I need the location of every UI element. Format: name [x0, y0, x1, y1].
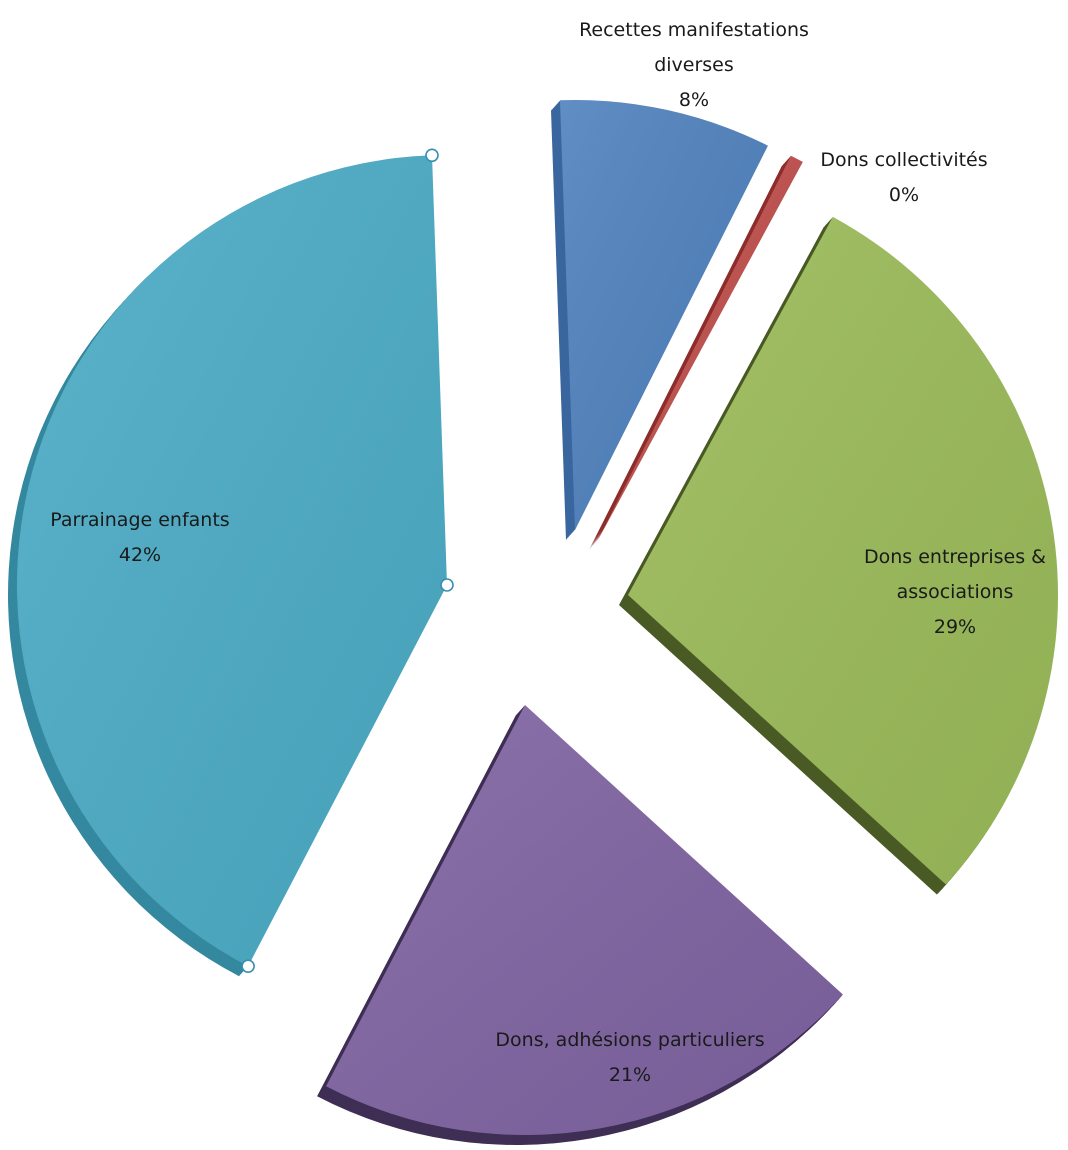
selection-handle-3[interactable] [425, 148, 439, 163]
slice-name-line-dons-adhesions-particuliers: Dons, adhésions particuliers [495, 1029, 764, 1051]
slice-label-parrainage-enfants: Parrainage enfants 42% [50, 509, 229, 566]
slice-percent-dons-adhesions-particuliers: 21% [609, 1064, 651, 1086]
slice-name-line-dons-collectivites: Dons collectivités [820, 149, 987, 171]
slice-label-recettes-manifestations-diverses: Recettes manifestations diverses 8% [579, 19, 809, 111]
slice-name-line-parrainage-enfants: Parrainage enfants [50, 509, 229, 531]
slice-sheen-parrainage-enfants [17, 155, 447, 967]
slice-percent-parrainage-enfants: 42% [119, 544, 161, 566]
slice-label-dons-adhesions-particuliers: Dons, adhésions particuliers 21% [495, 1029, 764, 1086]
selection-handle-2[interactable] [241, 959, 255, 974]
slice-sheen-recettes-manifestations-diverses [559, 99, 768, 531]
slice-name-line-dons-entreprises-associations: Dons entreprises & [864, 546, 1046, 568]
slice-percent-dons-collectivites: 0% [889, 184, 919, 206]
selection-handle-1[interactable] [440, 578, 454, 592]
slice-name-line-recettes-manifestations-diverses: Recettes manifestations [579, 19, 809, 41]
slice-label-dons-collectivites: Dons collectivités 0% [820, 149, 987, 206]
slice-sheen-dons-adhesions-particuliers [326, 705, 843, 1135]
slice-sheen-dons-entreprises-associations [628, 216, 1058, 885]
slice-percent-dons-entreprises-associations: 29% [934, 616, 976, 638]
slice-sheen-dons-collectivites [598, 155, 803, 540]
slice-name-line-recettes-manifestations-diverses: diverses [654, 54, 734, 76]
slice-name-line-dons-entreprises-associations: associations [897, 581, 1014, 603]
slice-percent-recettes-manifestations-diverses: 8% [679, 89, 709, 111]
slice-label-dons-entreprises-associations: Dons entreprises & associations 29% [864, 546, 1046, 638]
